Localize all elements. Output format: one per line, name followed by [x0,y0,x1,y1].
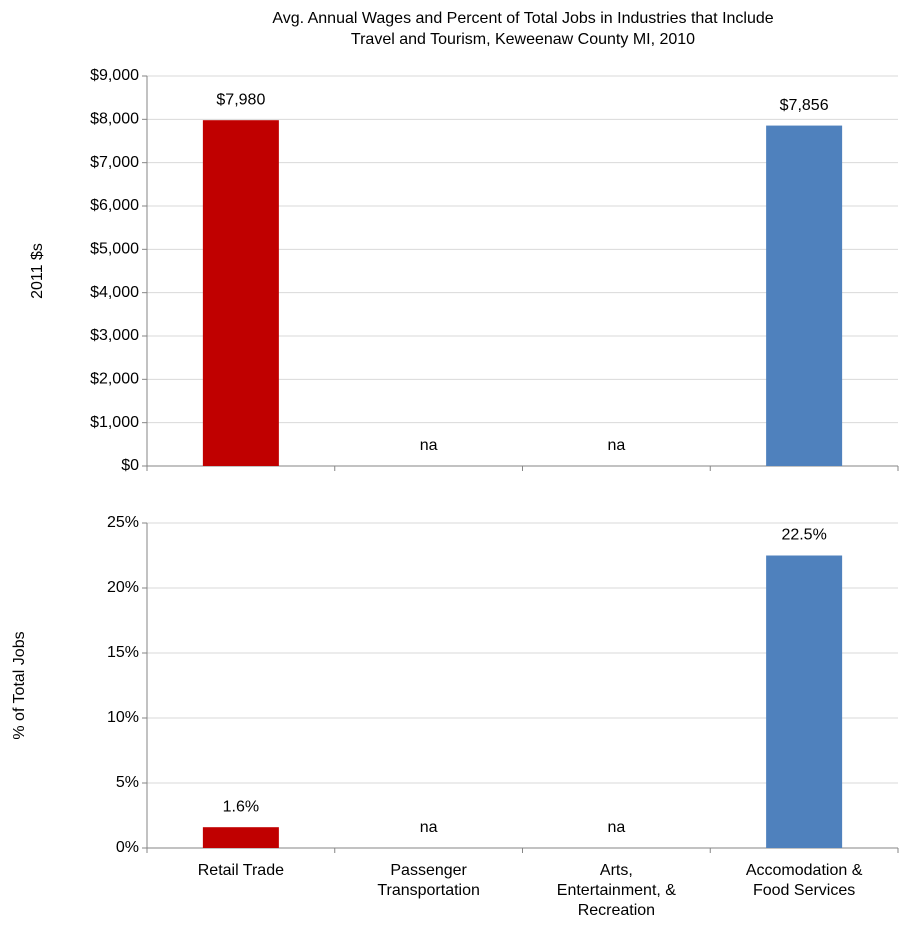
y-tick-label: 20% [107,579,139,596]
x-tick-label: Transportation [377,882,480,899]
y-tick-label: $7,000 [90,154,139,171]
y-tick-label: 15% [107,644,139,661]
chart-title: Travel and Tourism, Keweenaw County MI, … [351,31,695,48]
y-tick-label: $6,000 [90,197,139,214]
y-tick-label: 0% [116,839,139,856]
value-label: 1.6% [223,798,259,815]
x-tick-label: Food Services [753,882,855,899]
y-tick-label: $5,000 [90,241,139,258]
chart-title: Avg. Annual Wages and Percent of Total J… [272,10,773,27]
bar [202,120,279,466]
y-axis-label: 2011 $s [29,243,46,299]
x-tick-label: Accomodation & [746,862,863,879]
y-axis-label: % of Total Jobs [11,631,28,739]
value-label: 22.5% [781,527,826,544]
value-label: na [607,437,625,454]
y-tick-label: 25% [107,514,139,531]
y-tick-label: $1,000 [90,414,139,431]
x-tick-label: Arts, [600,862,633,879]
x-tick-label: Recreation [578,902,655,919]
value-label: na [420,437,438,454]
y-tick-label: 10% [107,709,139,726]
y-tick-label: $8,000 [90,111,139,128]
bar [766,125,843,466]
value-label: $7,856 [780,97,829,114]
y-tick-label: $0 [121,457,139,474]
value-label: na [420,819,438,836]
y-tick-label: $9,000 [90,67,139,84]
value-label: $7,980 [216,91,265,108]
x-tick-label: Retail Trade [198,862,284,879]
bar [766,555,843,848]
bar [202,827,279,848]
y-tick-label: $3,000 [90,327,139,344]
x-tick-label: Passenger [390,862,467,879]
value-label: na [607,819,625,836]
y-tick-label: $2,000 [90,371,139,388]
y-tick-label: $4,000 [90,284,139,301]
x-tick-label: Entertainment, & [557,882,677,899]
y-tick-label: 5% [116,774,139,791]
